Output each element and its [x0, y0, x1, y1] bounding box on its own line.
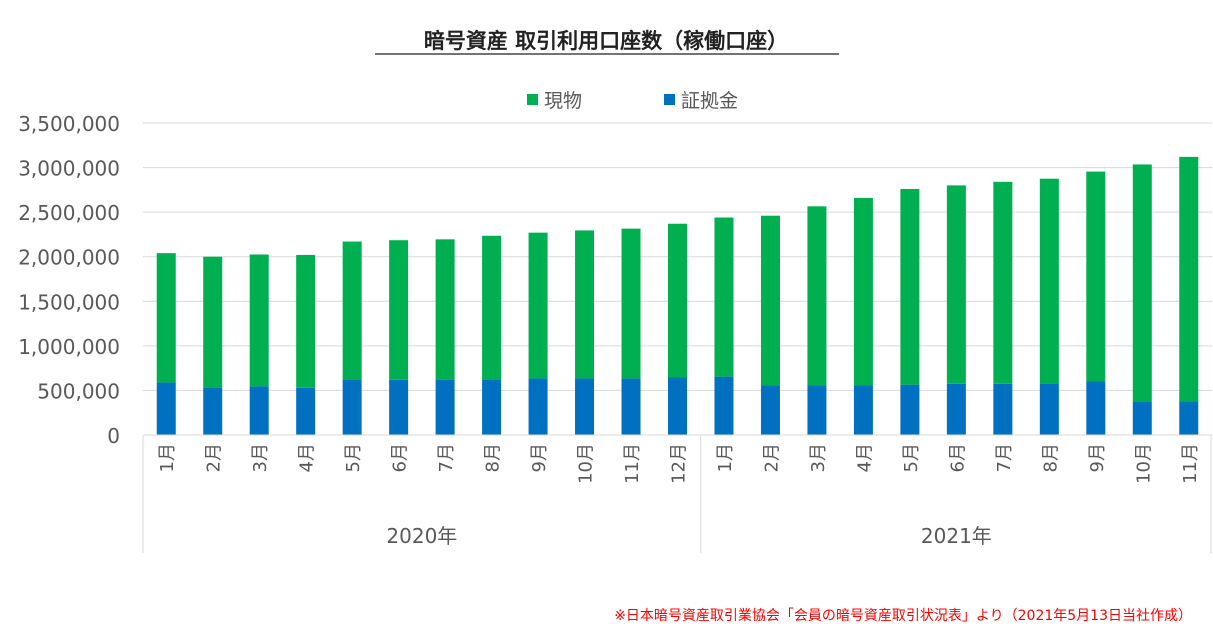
bar-segment: [946, 383, 966, 435]
x-tick-label: 1月: [157, 443, 178, 472]
bar-segment: [342, 241, 362, 380]
bar-segment: [1039, 383, 1059, 435]
bar-segment: [156, 253, 176, 383]
bar-segment: [760, 385, 780, 435]
bar-segment: [714, 376, 734, 435]
bar-segment: [853, 385, 873, 435]
bar-segment: [1086, 381, 1106, 435]
y-tick-label: 1,500,000: [18, 290, 120, 314]
x-tick-label: 5月: [343, 443, 364, 472]
bar-segment: [714, 217, 734, 377]
title-group: 暗号資産 取引利用口座数（稼働口座）: [375, 29, 839, 55]
legend-label: 証拠金: [681, 90, 738, 112]
y-tick-label: 3,500,000: [18, 112, 120, 136]
x-tick-label: 10月: [1133, 443, 1154, 484]
x-tick-label: 4月: [854, 443, 875, 472]
x-tick-label: 7月: [436, 443, 457, 472]
bar-segment: [203, 387, 223, 435]
bar-segment: [807, 206, 827, 386]
bar-segment: [482, 235, 502, 380]
x-tick-label: 8月: [483, 443, 504, 472]
y-tick-label: 0: [107, 424, 120, 448]
bar-segment: [1132, 402, 1152, 435]
x-tick-label: 9月: [529, 443, 550, 472]
y-tick-label: 2,000,000: [18, 246, 120, 270]
x-tick-label: 5月: [901, 443, 922, 472]
bar-segment: [249, 386, 269, 435]
bar-segment: [1039, 178, 1059, 384]
bar-segment: [668, 223, 687, 378]
bar-segment: [249, 254, 269, 387]
y-tick-label: 2,500,000: [18, 201, 120, 225]
bar-segment: [575, 378, 595, 435]
x-tick-label: 10月: [576, 443, 597, 484]
x-tick-label: 4月: [297, 443, 318, 472]
bar-segment: [853, 197, 873, 386]
bar-segment: [760, 215, 780, 386]
bar-segment: [946, 185, 966, 384]
x-axis: 1月 2月 3月 4月 5月 6月 7月 8月 9月 10月 11月 12月 1月 2月 3月 4月 5月 6月 7…: [142, 434, 1212, 553]
x-tick-label: 1月: [715, 443, 736, 472]
bars: [156, 156, 1199, 435]
bar-segment: [296, 387, 316, 435]
bar-segment: [435, 379, 455, 435]
group-label: 2021年: [921, 524, 992, 548]
bar-segment: [1179, 156, 1199, 402]
bar-segment: [807, 385, 827, 435]
bar-segment: [435, 239, 455, 380]
x-tick-label: 6月: [390, 443, 411, 472]
bar-segment: [1179, 401, 1199, 435]
x-tick-label: 11月: [1180, 443, 1201, 484]
x-tick-label: 9月: [1087, 443, 1108, 472]
x-tick-label: 12月: [669, 443, 690, 484]
bar-segment: [528, 232, 548, 379]
bar-segment: [900, 188, 920, 385]
x-tick-label: 7月: [994, 443, 1015, 472]
x-tick-label: 6月: [947, 443, 968, 472]
group-label: 2020年: [386, 524, 457, 548]
x-tick-label: 8月: [1040, 443, 1061, 472]
bar-segment: [993, 181, 1013, 384]
bar-segment: [621, 378, 641, 435]
footnote: ※日本暗号資産取引業協会「会員の暗号資産取引状況表」より（2021年5月13日当…: [614, 608, 1192, 624]
y-tick-label: 3,000,000: [18, 157, 120, 181]
bar-segment: [668, 377, 687, 435]
bar-segment: [900, 384, 920, 435]
x-tick-label: 3月: [250, 443, 271, 472]
y-tick-label: 1,000,000: [18, 335, 120, 359]
x-tick-label: 11月: [622, 443, 643, 484]
x-tick-label: 3月: [808, 443, 829, 472]
bar-segment: [296, 254, 316, 388]
bar-segment: [156, 382, 176, 435]
bar-segment: [1132, 164, 1152, 403]
bar-segment: [575, 230, 595, 379]
bar-segment: [342, 379, 362, 435]
y-axis: 0 500,000 1,000,000 1,500,000 2,000,000 2,500…: [18, 112, 120, 448]
bar-segment: [389, 379, 409, 435]
legend-label: 現物: [544, 90, 582, 112]
x-tick-label: 2月: [204, 443, 225, 472]
legend: 現物 証拠金: [527, 90, 738, 112]
legend-swatch: [527, 94, 538, 105]
bar-segment: [621, 228, 641, 379]
legend-swatch: [664, 94, 675, 105]
y-tick-label: 500,000: [37, 379, 120, 403]
bar-segment: [203, 256, 223, 388]
bar-segment: [389, 240, 409, 380]
bar-segment: [528, 378, 548, 435]
chart-title: 暗号資産 取引利用口座数（稼働口座）: [424, 29, 788, 53]
bar-segment: [1086, 171, 1106, 382]
x-tick-label: 2月: [761, 443, 782, 472]
bar-segment: [482, 379, 502, 435]
bar-segment: [993, 383, 1013, 435]
